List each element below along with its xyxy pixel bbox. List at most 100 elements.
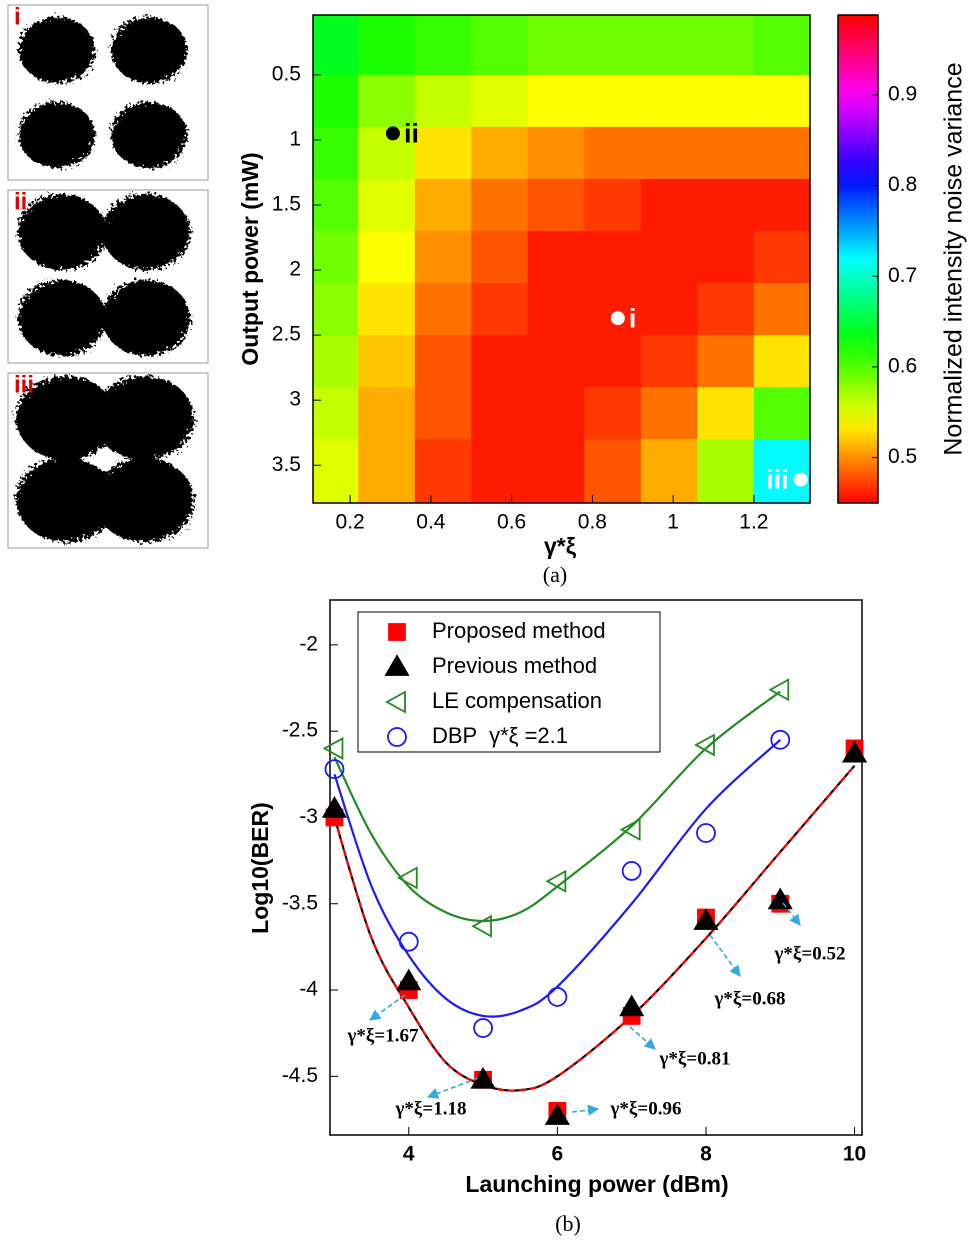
heat-cell <box>313 283 359 336</box>
heat-cell <box>527 335 585 388</box>
heat-cell <box>584 283 642 336</box>
marker-circle <box>696 823 716 843</box>
heatmap <box>313 15 810 503</box>
x-tick-label: 0.6 <box>497 511 526 534</box>
y-axis-label: Output power (mW) <box>237 152 263 365</box>
heat-cell <box>640 283 698 336</box>
y-tick-label: 1 <box>289 127 301 150</box>
y-tick-label: -3 <box>299 805 318 828</box>
marker-point <box>793 472 808 487</box>
heat-cell <box>640 439 698 503</box>
x-tick-label: 6 <box>552 1143 564 1166</box>
marker-triangle <box>619 994 645 1017</box>
heat-cell <box>313 439 359 503</box>
point-label: i <box>629 303 637 333</box>
legend-marker <box>388 623 406 641</box>
marker-triangle-left <box>471 914 492 938</box>
heat-cell <box>527 387 585 440</box>
legend-marker <box>385 690 406 714</box>
heat-cell <box>358 178 416 232</box>
annotation-arrow <box>709 934 741 977</box>
annotation: γ*ξ=0.52 <box>774 943 846 964</box>
legend-label: DBP γ*ξ =2.1 <box>432 723 568 748</box>
heat-cell <box>358 439 416 503</box>
heat-cell <box>697 387 755 440</box>
heat-cell <box>584 178 642 232</box>
y-tick-label: 3.5 <box>272 453 301 476</box>
heat-cell <box>640 15 698 76</box>
heat-cell <box>414 387 472 440</box>
heat-cell <box>414 74 472 128</box>
heat-cell <box>640 126 698 180</box>
heat-cell <box>358 231 416 284</box>
heat-cell <box>358 15 416 76</box>
x-axis-label: γ*ξ <box>544 533 577 559</box>
heat-cell <box>414 231 472 284</box>
annotation: γ*ξ=0.81 <box>659 1048 731 1069</box>
heat-cell <box>358 283 416 336</box>
annotation: γ*ξ=1.18 <box>395 1098 467 1119</box>
marker-triangle <box>321 796 348 818</box>
caption: (b) <box>555 1211 581 1236</box>
legend-label: Proposed method <box>432 618 606 643</box>
heat-cell <box>471 178 529 232</box>
heat-cell <box>471 74 529 128</box>
y-tick-label: -2.5 <box>282 719 318 742</box>
heat-cell <box>640 335 698 388</box>
constellation <box>16 17 194 542</box>
heat-cell <box>697 283 755 336</box>
heat-cell <box>471 15 529 76</box>
heat-cell <box>640 387 698 440</box>
marker-point <box>610 311 625 326</box>
constellation-hole <box>95 449 115 469</box>
heat-cell <box>697 335 755 388</box>
annotation: γ*ξ=0.68 <box>714 988 786 1009</box>
fit-line <box>333 764 856 1092</box>
heat-cell <box>697 74 755 128</box>
y-tick-label: 2 <box>289 258 301 281</box>
heat-cell <box>527 439 585 503</box>
heat-cell <box>471 387 529 440</box>
annotation-arrow <box>426 1077 479 1099</box>
y-axis-label: Log10(BER) <box>247 802 273 934</box>
heat-cell <box>313 74 359 128</box>
y-tick-label: -3.5 <box>282 891 318 914</box>
heat-cell <box>414 283 472 336</box>
point-label: ii <box>404 119 419 149</box>
heat-cell <box>471 283 529 336</box>
heat-cell <box>313 126 359 180</box>
annotation-arrow <box>369 994 406 1021</box>
marker-circle <box>770 729 791 750</box>
heat-cell <box>414 126 472 180</box>
legend-label: LE compensation <box>432 688 602 713</box>
heat-cell <box>697 15 755 76</box>
legend-label: Previous method <box>432 653 597 678</box>
heat-cell <box>471 126 529 180</box>
heat-cell <box>471 231 529 284</box>
heat-cell <box>640 178 698 232</box>
heat-cell <box>358 74 416 128</box>
marker-point <box>385 126 400 141</box>
y-tick-label: 0.5 <box>272 62 301 85</box>
legend-marker <box>387 727 407 747</box>
colorbar-tick-label: 0.6 <box>888 354 917 377</box>
fit-line <box>333 738 782 1018</box>
legend-box <box>357 611 661 753</box>
x-tick-label: 0.8 <box>578 511 607 534</box>
x-tick-label: 0.2 <box>336 511 365 534</box>
colorbar-label: Normalized intensity noise variance <box>940 62 968 455</box>
marker-triangle <box>767 887 793 910</box>
heat-cell <box>471 335 529 388</box>
x-tick-label: 1 <box>667 511 679 534</box>
fit-line <box>333 690 781 923</box>
heat-cell <box>527 178 585 232</box>
colorbar-tick-label: 0.5 <box>888 445 917 468</box>
marker-circle <box>324 759 345 780</box>
heat-cell <box>584 335 642 388</box>
marker-triangle <box>693 908 719 930</box>
heat-cell <box>753 335 810 388</box>
heat-cell <box>753 178 810 232</box>
colorbar-tick-label: 0.8 <box>888 173 917 196</box>
heat-cell <box>358 387 416 440</box>
